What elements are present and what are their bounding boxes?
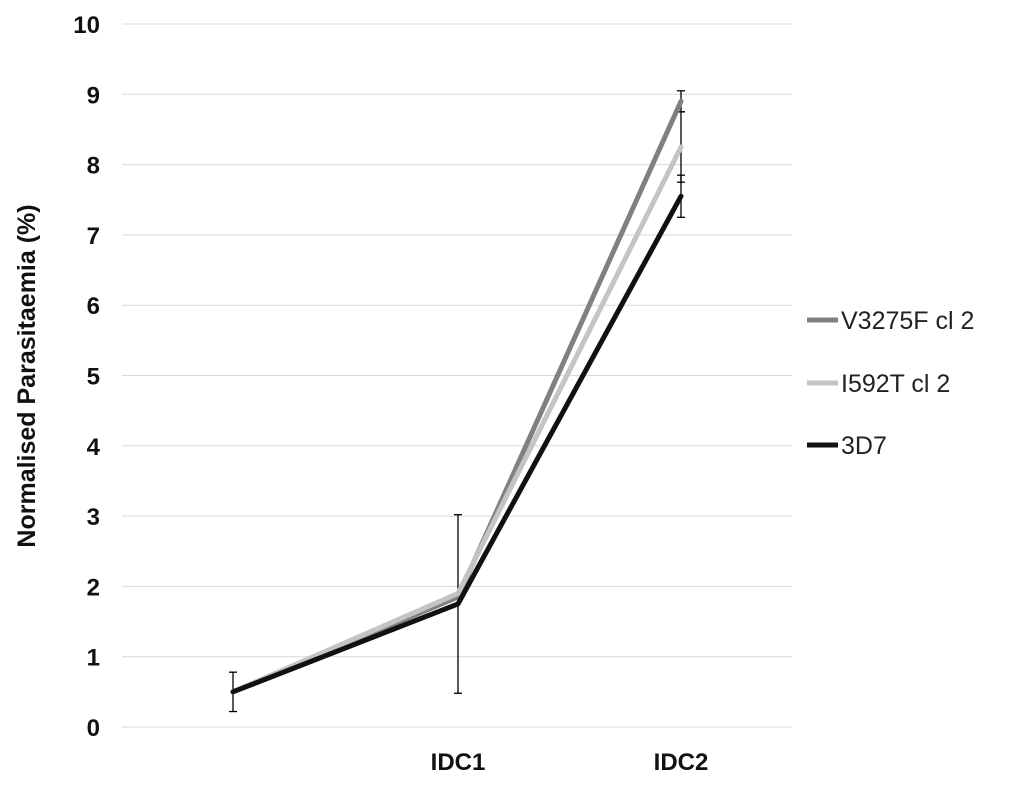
y-tick-label: 2 (87, 574, 100, 601)
y-tick-label: 7 (87, 223, 100, 250)
gridlines (122, 23, 792, 728)
legend-label: I592T cl 2 (841, 370, 950, 398)
x-tick-label: IDC2 (654, 749, 709, 776)
y-axis-title: Normalised Parasitaemia (%) (13, 204, 41, 547)
series-line-2 (230, 193, 684, 695)
x-axis-tick-labels: IDC1 IDC2 (431, 749, 709, 776)
y-tick-label: 6 (87, 293, 100, 320)
series-lines (230, 98, 684, 695)
legend: V3275F cl 2 I592T cl 2 3D7 (807, 307, 974, 460)
error-bars (229, 90, 685, 713)
y-tick-label: 10 (73, 12, 100, 39)
y-tick-label: 4 (87, 434, 101, 461)
y-tick-label: 9 (87, 82, 100, 109)
legend-label: 3D7 (841, 432, 887, 460)
series-line-1 (230, 144, 684, 695)
legend-label: V3275F cl 2 (841, 307, 974, 335)
y-tick-label: 5 (87, 364, 100, 391)
y-axis-tick-labels: 0 1 2 3 4 5 6 7 8 9 10 (73, 12, 100, 742)
y-tick-label: 8 (87, 153, 100, 180)
x-tick-label: IDC1 (431, 749, 486, 776)
y-tick-label: 3 (87, 504, 100, 531)
y-tick-label: 0 (87, 715, 100, 742)
y-tick-label: 1 (87, 645, 100, 672)
